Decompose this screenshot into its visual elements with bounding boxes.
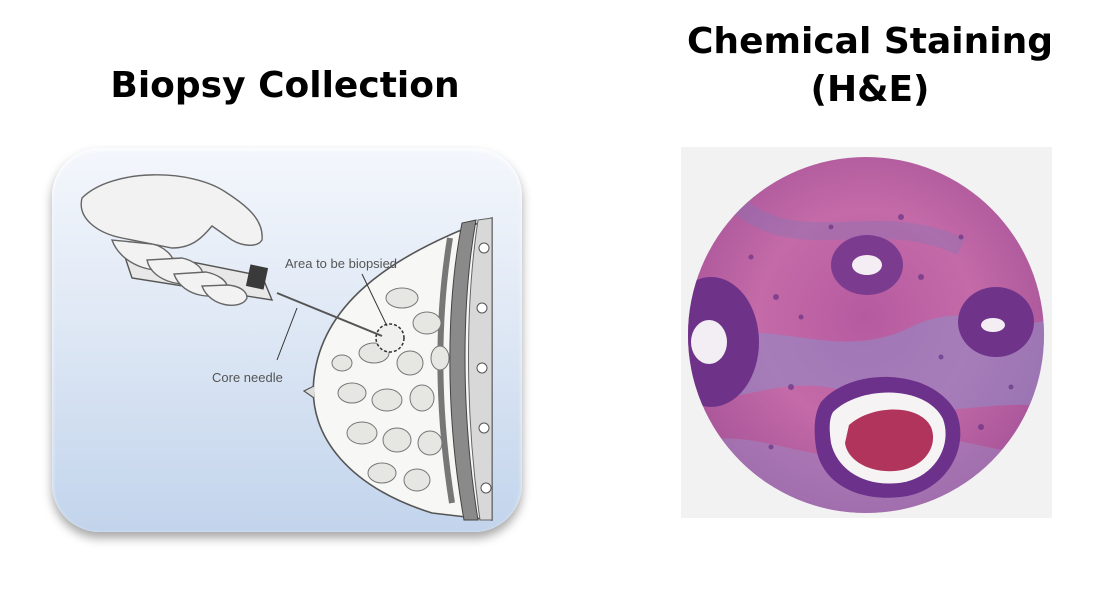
biopsy-target-lesion (375, 323, 405, 353)
he-stained-tissue-panel (681, 147, 1052, 518)
he-stained-tissue-core (688, 157, 1044, 513)
gland-top (831, 235, 903, 295)
biopsy-illustration-panel: Area to be biopsied Core needle (52, 148, 522, 532)
biopsy-collection-title: Biopsy Collection (110, 65, 460, 106)
area-to-be-biopsied-label: Area to be biopsied (285, 256, 398, 271)
gland-bottom-lumen (814, 376, 961, 498)
core-needle (276, 292, 383, 337)
gland-right (958, 287, 1034, 357)
chemical-staining-title: Chemical Staining (H&E) (640, 18, 1100, 114)
breast-anatomy (302, 216, 493, 521)
chemical-staining-title-line1: Chemical Staining (687, 21, 1053, 62)
chemical-staining-title-line2: (H&E) (810, 69, 930, 110)
biopsy-illustration (80, 174, 493, 521)
core-needle-label: Core needle (212, 370, 283, 385)
hand (80, 174, 263, 306)
gland-left (688, 277, 759, 407)
